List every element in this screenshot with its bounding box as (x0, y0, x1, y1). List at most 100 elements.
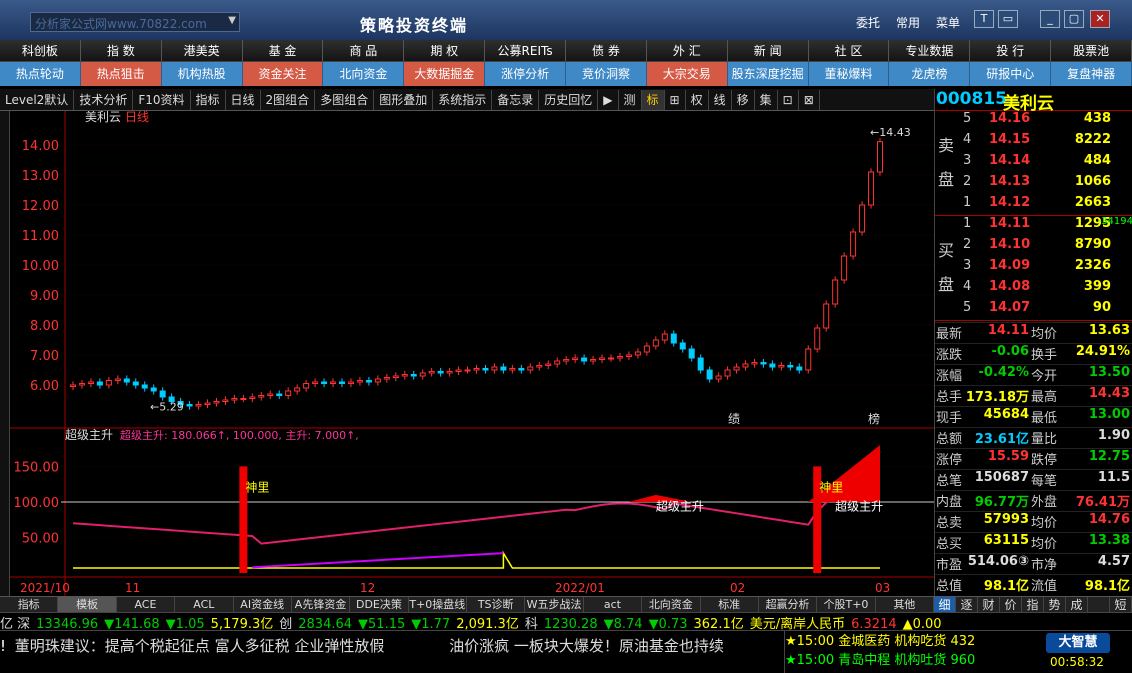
chart-area[interactable]: 14.00 13.00 12.00 11.00 10.00 9.00 8.00 7.00 6.0… (10, 111, 934, 596)
indicator-tab[interactable]: 模板 (58, 597, 117, 612)
detail-tab[interactable]: 势 (1044, 597, 1066, 612)
toolbar-item[interactable]: 标 (641, 89, 665, 110)
bid-row[interactable]: 5 14.07 90 (935, 300, 1132, 321)
menu-item[interactable]: 科创板 (0, 40, 81, 61)
toolbar-item[interactable]: ⊠ (799, 89, 820, 110)
close-icon[interactable]: ✕ (1090, 10, 1110, 28)
detail-tab[interactable]: 逐 (956, 597, 978, 612)
menu-item[interactable]: 外 汇 (647, 40, 728, 61)
bid-row[interactable]: 3 14.09 2326 (935, 258, 1132, 279)
toolbar-item[interactable]: Level2默认 (0, 89, 75, 110)
detail-tab[interactable]: 成 (1066, 597, 1088, 612)
toolbar-item[interactable]: 历史回忆 (539, 89, 599, 110)
feature-item[interactable]: 热点狙击 (80, 62, 162, 86)
indicator-tab[interactable]: 指标 (0, 597, 59, 612)
menu-item[interactable]: 债 券 (566, 40, 647, 61)
feature-item[interactable]: 大数据掘金 (404, 62, 486, 86)
menu-item[interactable]: 商 品 (323, 40, 405, 61)
ask-row[interactable]: 5 14.16 438 (935, 111, 1132, 132)
indicator-tab[interactable]: ACL (175, 597, 234, 612)
ask-row[interactable]: 1 14.12 2663 (935, 195, 1132, 216)
toolbar-item[interactable]: 权 (686, 89, 709, 110)
toolbar-item[interactable]: 日线 (226, 89, 261, 110)
restore-icon[interactable]: ▭ (998, 10, 1018, 28)
menu-item[interactable]: 投 行 (970, 40, 1052, 61)
alert-row-1[interactable]: ★15:00 金城医药 机构吃货 432 (785, 634, 976, 649)
toolbar-item[interactable]: 备忘录 (492, 89, 540, 110)
feature-item[interactable]: 涨停分析 (485, 62, 567, 86)
feature-item[interactable]: 北向资金 (323, 62, 405, 86)
dropdown-arrow-icon[interactable]: ▼ (228, 15, 236, 26)
feature-item[interactable]: 机构热股 (162, 62, 243, 86)
news-headline-1[interactable]: 董明珠建议：提高个税起征点 富人多征税 企业弹性放假 (14, 637, 385, 655)
news-headline-2[interactable]: 油价涨疯 一板块大爆发！原油基金也持续 (449, 637, 724, 655)
detail-tab[interactable]: 财 (978, 597, 1000, 612)
menu-item[interactable]: 社 区 (809, 40, 890, 61)
feature-item[interactable]: 董秘爆料 (809, 62, 890, 86)
toolbar-item[interactable]: 多图组合 (315, 89, 375, 110)
feature-item[interactable]: 资金关注 (242, 62, 324, 86)
feature-item[interactable]: 大宗交易 (646, 62, 728, 86)
feature-item[interactable]: 研报中心 (970, 62, 1052, 86)
toolbar-item[interactable]: 技术分析 (74, 89, 134, 110)
ask-row[interactable]: 4 14.15 8222 (935, 132, 1132, 153)
feature-item[interactable]: 复盘神器 (1051, 62, 1132, 86)
maximize-icon[interactable]: ▢ (1064, 10, 1084, 28)
toolbar-item[interactable]: 线 (709, 89, 732, 110)
menu-item[interactable]: 股票池 (1051, 40, 1132, 61)
toolbar-item[interactable]: F10资料 (133, 89, 191, 110)
indicator-tab[interactable]: 其他 (876, 597, 934, 612)
toolbar-item[interactable]: 测 (619, 89, 642, 110)
feature-item[interactable]: 竞价洞察 (566, 62, 647, 86)
toolbar-item[interactable]: 指标 (191, 89, 226, 110)
ask-row[interactable]: 3 14.14 484 (935, 153, 1132, 174)
alert-row-2[interactable]: ★15:00 青岛中程 机构吐货 960 (785, 653, 976, 668)
toolbar-item[interactable]: ⊡ (778, 89, 799, 110)
indicator-tab[interactable]: act (584, 597, 643, 612)
indicator-tab[interactable]: AI资金线 (234, 597, 292, 612)
menu-item[interactable]: 港美英 (162, 40, 243, 61)
menu-item[interactable]: 专业数据 (889, 40, 971, 61)
indicator-tab[interactable]: ACE (117, 597, 176, 612)
search-input[interactable]: 分析家公式网www.70822.com ▼ (30, 12, 240, 32)
toolbar-item[interactable]: 集 (755, 89, 778, 110)
bid-row[interactable]: 4 14.08 399 (935, 279, 1132, 300)
toolbar-item[interactable]: ⊞ (665, 89, 686, 110)
ask-row[interactable]: 2 14.13 1066 (935, 174, 1132, 195)
menu-item[interactable]: 公募REITs (485, 40, 567, 61)
toolbar-item[interactable]: 移 (732, 89, 755, 110)
feature-item[interactable]: 龙虎榜 (889, 62, 971, 86)
indicator-tab[interactable]: 个股T+0 (817, 597, 876, 612)
indicator-tab[interactable]: 北向资金 (642, 597, 701, 612)
bid-row[interactable]: 1 14.11 1295 -34194 (935, 216, 1132, 237)
indicator-tab[interactable]: W五步战法 (525, 597, 584, 612)
order-button[interactable]: 委托 (856, 16, 881, 30)
menu-item[interactable]: 指 数 (81, 40, 162, 61)
detail-tab[interactable]: 指 (1022, 597, 1044, 612)
indicator-tab[interactable]: TS诊断 (467, 597, 526, 612)
feature-item[interactable]: 股东深度挖掘 (728, 62, 809, 86)
detail-tab[interactable]: 细 (934, 597, 956, 612)
toolbar-item[interactable]: 图形叠加 (374, 89, 434, 110)
menu-item[interactable]: 期 权 (404, 40, 486, 61)
left-strip[interactable] (0, 111, 10, 596)
toolbar-item[interactable]: ▶ (598, 89, 619, 110)
t-icon[interactable]: T (974, 10, 994, 28)
indicator-tab[interactable]: A先锋资金 (292, 597, 351, 612)
detail-tab[interactable] (1088, 597, 1110, 612)
toolbar-item[interactable]: 系统指示 (433, 89, 493, 110)
indicator-tab[interactable]: DDE决策 (350, 597, 409, 612)
bid-row[interactable]: 2 14.10 8790 (935, 237, 1132, 258)
indicator-tab[interactable]: 标准 (701, 597, 759, 612)
toolbar-item[interactable]: 2图组合 (261, 89, 316, 110)
feature-item[interactable]: 热点轮动 (0, 62, 81, 86)
indicator-tab[interactable]: 超赢分析 (759, 597, 818, 612)
menu-button[interactable]: 菜单 (936, 16, 961, 30)
indicator-tab[interactable]: T+0操盘线 (409, 597, 467, 612)
menu-item[interactable]: 基 金 (243, 40, 324, 61)
detail-tab[interactable]: 价 (1000, 597, 1022, 612)
minimize-icon[interactable]: _ (1040, 10, 1060, 28)
menu-item[interactable]: 新 闻 (728, 40, 809, 61)
common-button[interactable]: 常用 (896, 16, 921, 30)
detail-tab[interactable]: 短 (1110, 597, 1132, 612)
